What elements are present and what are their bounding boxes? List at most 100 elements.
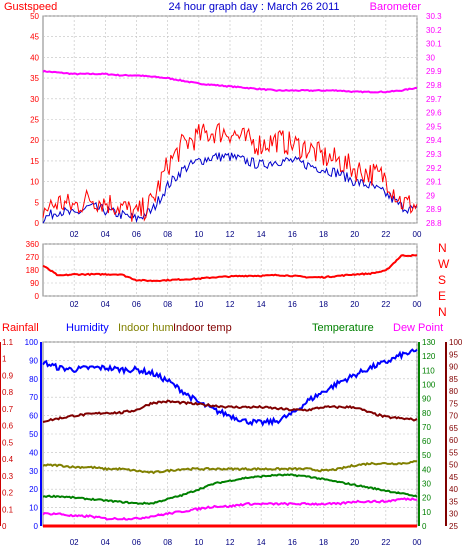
dew-point-y-tick: 70 [449, 412, 458, 421]
wind-y-tick: 5 [35, 198, 40, 207]
temperature-y-tick: 110 [422, 366, 435, 375]
dew-point-y-tick: 80 [449, 387, 458, 396]
wind-x-tick: 00 [413, 230, 422, 239]
temperature-y-tick: 20 [422, 494, 431, 503]
temperature-y-tick: 60 [422, 437, 431, 446]
dir-x-tick: 10 [194, 300, 203, 309]
temperature-y-tick: 30 [422, 480, 431, 489]
wind-x-tick: 04 [101, 230, 110, 239]
wind-y-tick: 10 [30, 178, 39, 187]
dir-x-tick: 12 [226, 300, 235, 309]
barometer-line [42, 69, 418, 94]
rainfall-y-tick: 0.3 [2, 472, 14, 481]
temperature-y-tick: 10 [422, 508, 431, 517]
humidity-y-tick: 20 [29, 485, 38, 494]
wind-x-tick: 14 [257, 230, 266, 239]
baro-y-tick: 28.9 [426, 205, 442, 214]
temperature-line [42, 473, 418, 505]
temp-x-tick: 02 [70, 538, 79, 547]
dir-y-tick: 90 [30, 279, 39, 288]
dir-y-tick: 270 [26, 253, 40, 262]
temperature-y-tick: 100 [422, 380, 436, 389]
dir-x-tick: 22 [381, 300, 390, 309]
rainfall-y-tick: 0.6 [2, 422, 14, 431]
baro-y-tick: 29.4 [426, 136, 442, 145]
direction-line [42, 254, 418, 283]
avg-wind-line [42, 152, 418, 224]
dew-point-line [42, 497, 417, 521]
temperature-y-tick: 90 [422, 395, 431, 404]
legend-indoor-temp: Indoor temp [173, 322, 232, 334]
humidity-y-tick: 90 [29, 356, 38, 365]
humidity-y-tick: 50 [29, 430, 38, 439]
dew-point-y-tick: 75 [449, 399, 458, 408]
wind-y-tick: 25 [30, 116, 39, 125]
dir-x-tick: 06 [132, 300, 141, 309]
rainfall-y-tick: 0.7 [2, 405, 14, 414]
wind-x-tick: 08 [163, 230, 172, 239]
temperature-y-tick: 50 [422, 451, 431, 460]
rainfall-y-tick: 1 [2, 355, 7, 364]
indoor-hum-line [42, 460, 418, 475]
baro-y-tick: 29.8 [426, 81, 442, 90]
dew-point-y-tick: 90 [449, 363, 458, 372]
temp-x-tick: 00 [413, 538, 422, 547]
legend-temperature: Temperature [312, 322, 374, 334]
wind-y-tick: 40 [30, 53, 39, 62]
temp-x-tick: 16 [288, 538, 297, 547]
temp-x-tick: 22 [381, 538, 390, 547]
temp-x-tick: 20 [350, 538, 359, 547]
temp-x-tick: 14 [257, 538, 266, 547]
temp-x-tick: 08 [163, 538, 172, 547]
temperature-y-tick: 0 [422, 522, 427, 531]
wind-x-tick: 10 [194, 230, 203, 239]
baro-y-tick: 29.9 [426, 67, 442, 76]
baro-y-tick: 29.1 [426, 178, 442, 187]
temp-x-tick: 06 [132, 538, 141, 547]
dir-x-tick: 04 [101, 300, 110, 309]
temperature-y-tick: 130 [422, 338, 436, 347]
chart-marks: 0510152025303540455028.828.92929.129.229… [0, 12, 463, 547]
baro-y-tick: 30.2 [426, 26, 442, 35]
wind-x-tick: 18 [319, 230, 328, 239]
dew-point-y-tick: 25 [449, 522, 458, 531]
humidity-y-tick: 10 [29, 504, 38, 513]
wind-y-tick: 50 [30, 12, 39, 21]
dir-y-tick: 180 [26, 266, 40, 275]
compass-n1: N [438, 241, 447, 255]
baro-y-tick: 28.8 [426, 219, 442, 228]
wind-y-tick: 35 [30, 74, 39, 83]
compass-n2: N [438, 305, 447, 319]
temp-x-tick: 18 [319, 538, 328, 547]
wind-x-tick: 12 [226, 230, 235, 239]
humidity-y-tick: 0 [34, 522, 39, 531]
dir-x-tick: 16 [288, 300, 297, 309]
dir-x-tick: 14 [257, 300, 266, 309]
temperature-y-tick: 120 [422, 352, 436, 361]
legend-dew-point: Dew Point [393, 322, 443, 334]
baro-y-tick: 29 [426, 191, 435, 200]
dew-point-y-tick: 100 [449, 338, 463, 347]
baro-y-tick: 29.3 [426, 150, 442, 159]
humidity-y-tick: 70 [29, 393, 38, 402]
dew-point-y-tick: 35 [449, 497, 458, 506]
rainfall-y-tick: 0.4 [2, 455, 14, 464]
dir-x-tick: 08 [163, 300, 172, 309]
rainfall-y-tick: 0.5 [2, 438, 14, 447]
rainfall-y-tick: 0.8 [2, 388, 14, 397]
dir-x-tick: 02 [70, 300, 79, 309]
barometer-label: Barometer [370, 1, 422, 13]
wind-x-tick: 06 [132, 230, 141, 239]
baro-y-tick: 30 [426, 53, 435, 62]
humidity-y-tick: 40 [29, 448, 38, 457]
dew-point-y-tick: 95 [449, 350, 458, 359]
dir-x-tick: 20 [350, 300, 359, 309]
wind-y-tick: 30 [30, 95, 39, 104]
humidity-y-tick: 60 [29, 412, 38, 421]
legend-rainfall: Rainfall [2, 322, 39, 334]
baro-y-tick: 29.7 [426, 95, 442, 104]
legend-indoor-hum: Indoor hum [118, 322, 174, 334]
legend-humidity: Humidity [66, 322, 109, 334]
